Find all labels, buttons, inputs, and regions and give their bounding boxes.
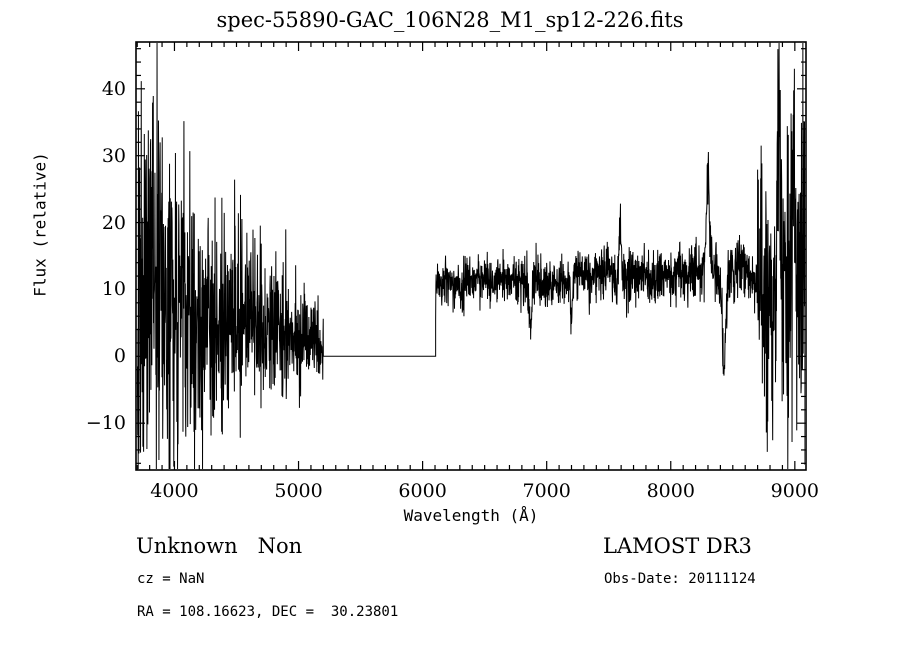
page-title: spec-55890-GAC_106N28_M1_sp12-226.fits (216, 8, 684, 32)
y-tick-label: 10 (101, 278, 126, 301)
y-tick-label: −10 (85, 412, 126, 435)
y-tick-label: 40 (101, 77, 126, 100)
x-tick-label: 4000 (150, 480, 199, 502)
axis-ticks (136, 42, 806, 470)
obs-date-annotation: Obs-Date: 20111124 (604, 571, 756, 587)
y-tick-label: 30 (101, 144, 126, 167)
coordinates-annotation: RA = 108.16623, DEC = 30.23801 (137, 604, 399, 620)
x-axis-label: Wavelength (Å) (403, 506, 539, 525)
axes-frame (135, 41, 807, 471)
x-tick-label: 9000 (770, 480, 820, 502)
x-tick-label: 5000 (274, 480, 323, 502)
y-tick-label: 20 (101, 211, 126, 234)
object-class-annotation: Unknown Non (136, 534, 303, 558)
y-tick-label: 0 (113, 345, 126, 368)
x-tick-label: 8000 (646, 480, 695, 502)
x-tick-label: 7000 (522, 480, 571, 502)
x-tick-label: 6000 (398, 480, 447, 502)
cz-annotation: cz = NaN (137, 571, 205, 587)
spectrum-trace (137, 43, 805, 469)
survey-annotation: LAMOST DR3 (603, 534, 752, 558)
y-axis-label: Flux (relative) (30, 152, 50, 297)
